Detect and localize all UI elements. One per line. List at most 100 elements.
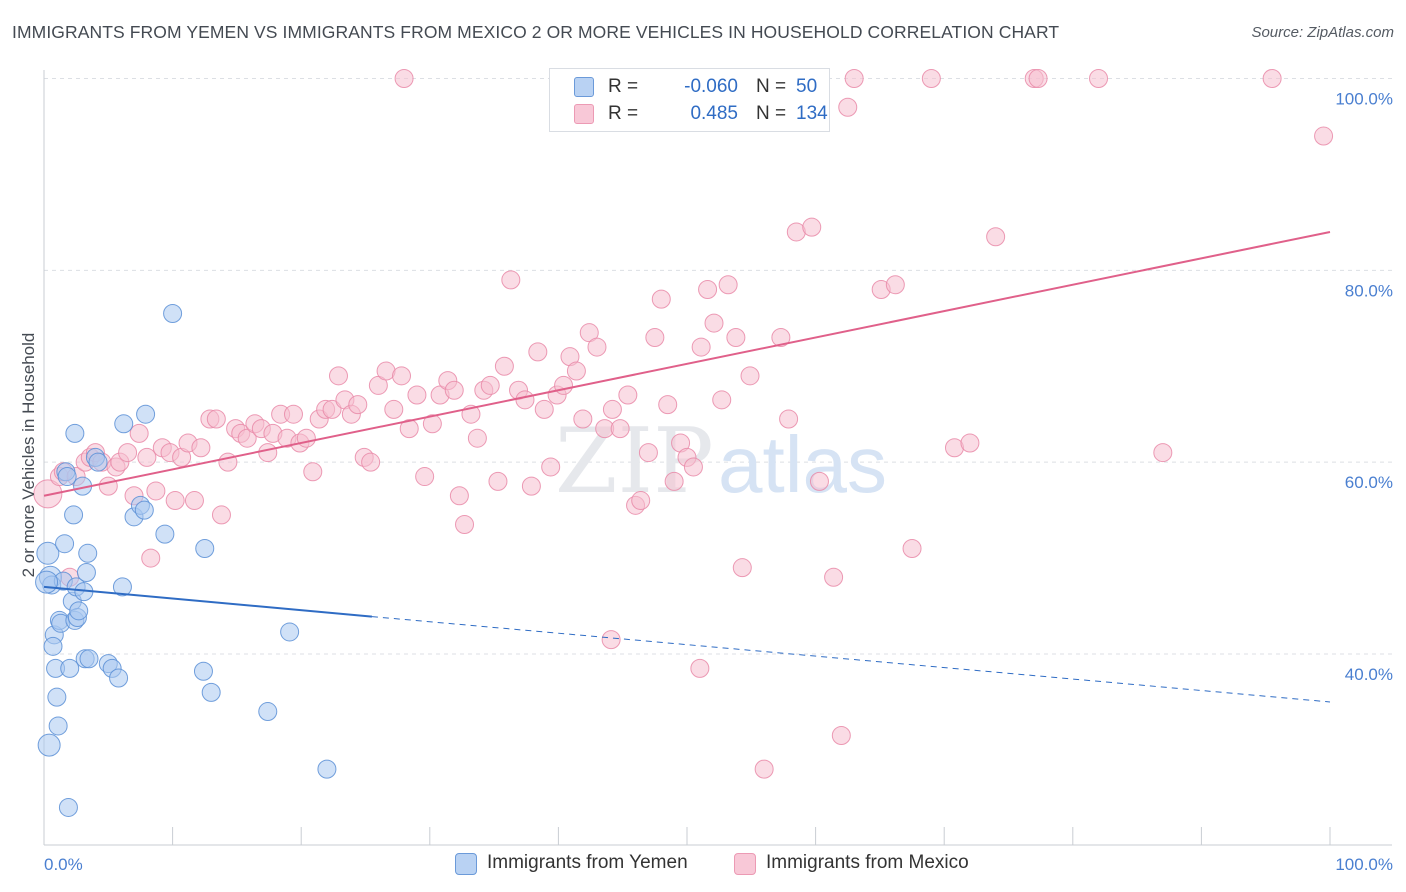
mexico-point bbox=[602, 399, 622, 419]
mexico-point bbox=[683, 457, 703, 477]
yemen-point bbox=[43, 636, 63, 656]
x-tick-label: 100.0% bbox=[1335, 855, 1393, 874]
mexico-point bbox=[129, 423, 149, 443]
mexico-point bbox=[824, 567, 844, 587]
mexico-point bbox=[658, 395, 678, 415]
yemen-points bbox=[35, 303, 337, 817]
mexico-point bbox=[361, 452, 381, 472]
correlation-legend: R = -0.060 N = 50 R = 0.485 N = 134 bbox=[549, 68, 830, 132]
mexico-point bbox=[844, 69, 864, 88]
yemen-trend-line bbox=[43, 585, 373, 618]
y-tick-label: 100.0% bbox=[1335, 90, 1393, 109]
mexico-point bbox=[384, 399, 404, 419]
mexico-point bbox=[698, 280, 718, 300]
mexico-point bbox=[809, 471, 829, 491]
mexico-point bbox=[467, 428, 487, 448]
mexico-point bbox=[802, 217, 822, 237]
mexico-point bbox=[718, 275, 738, 295]
mexico-point bbox=[1089, 69, 1109, 88]
legend-n-value: 50 bbox=[796, 76, 818, 97]
mexico-point bbox=[534, 399, 554, 419]
mexico-point bbox=[573, 409, 593, 429]
mexico-point bbox=[902, 538, 922, 558]
mexico-point bbox=[283, 404, 303, 424]
mexico-point bbox=[631, 491, 651, 511]
mexico-point bbox=[601, 630, 621, 650]
legend-r-value: 0.485 bbox=[690, 103, 738, 124]
yemen-swatch bbox=[574, 77, 594, 97]
mexico-point bbox=[455, 515, 475, 535]
mexico-point bbox=[303, 462, 323, 482]
legend-n-label: N = bbox=[756, 103, 787, 124]
tick-labels: 40.0% 60.0% 80.0% 100.0% 0.0% 100.0% bbox=[44, 90, 1393, 875]
mexico-point bbox=[726, 327, 746, 347]
yemen-point bbox=[109, 668, 129, 688]
mexico-point bbox=[258, 443, 278, 463]
mexico-point bbox=[449, 486, 469, 506]
chart-title: IMMIGRANTS FROM YEMEN VS IMMIGRANTS FROM… bbox=[12, 22, 1060, 42]
mexico-point bbox=[33, 479, 63, 509]
mexico-point bbox=[328, 366, 348, 386]
y-axis-title: 2 or more Vehicles in Household bbox=[19, 333, 38, 578]
mexico-point bbox=[146, 481, 166, 501]
yemen-point bbox=[136, 404, 156, 424]
mexico-point bbox=[322, 399, 342, 419]
yemen-point bbox=[195, 538, 215, 558]
mexico-point bbox=[528, 342, 548, 362]
mexico-legend-label: Immigrants from Mexico bbox=[766, 852, 969, 873]
mexico-point bbox=[732, 558, 752, 578]
mexico-point bbox=[394, 69, 414, 88]
mexico-point bbox=[645, 327, 665, 347]
mexico-point bbox=[754, 759, 774, 779]
yemen-point bbox=[193, 661, 213, 681]
mexico-point bbox=[480, 375, 500, 395]
yemen-point bbox=[55, 534, 75, 554]
yemen-point bbox=[65, 423, 85, 443]
mexico-point bbox=[501, 270, 521, 290]
mexico-point bbox=[191, 438, 211, 458]
watermark-atlas: atlas bbox=[718, 420, 887, 509]
mexico-point bbox=[566, 361, 586, 381]
yemen-point bbox=[163, 303, 183, 323]
mexico-point bbox=[1028, 69, 1048, 88]
mexico-point bbox=[554, 375, 574, 395]
mexico-point bbox=[831, 726, 851, 746]
mexico-point bbox=[986, 227, 1006, 247]
yemen-point bbox=[64, 505, 84, 525]
yemen-legend-swatch bbox=[455, 853, 477, 875]
mexico-point bbox=[206, 409, 226, 429]
mexico-point bbox=[488, 471, 508, 491]
mexico-point bbox=[712, 390, 732, 410]
trend-lines bbox=[43, 230, 1331, 703]
mexico-point bbox=[690, 658, 710, 678]
mexico-point bbox=[541, 457, 561, 477]
mexico-point bbox=[960, 433, 980, 453]
mexico-point bbox=[587, 337, 607, 357]
mexico-point bbox=[348, 395, 368, 415]
mexico-point bbox=[651, 289, 671, 309]
mexico-swatch bbox=[574, 104, 594, 124]
mexico-point bbox=[515, 390, 535, 410]
mexico-point bbox=[296, 428, 316, 448]
mexico-point bbox=[399, 419, 419, 439]
source-attribution: Source: ZipAtlas.com bbox=[1251, 24, 1394, 41]
mexico-point bbox=[98, 476, 118, 496]
yemen-point bbox=[47, 687, 67, 707]
mexico-point bbox=[1262, 69, 1282, 88]
mexico-point bbox=[779, 409, 799, 429]
grid-lines bbox=[44, 78, 1392, 655]
yemen-point bbox=[317, 759, 337, 779]
mexico-point bbox=[184, 491, 204, 511]
yemen-point bbox=[112, 577, 132, 597]
yemen-point bbox=[36, 541, 60, 565]
mexico-point bbox=[610, 419, 630, 439]
mexico-point bbox=[165, 491, 185, 511]
yemen-point bbox=[134, 500, 154, 520]
yemen-point bbox=[76, 562, 96, 582]
mexico-point bbox=[740, 366, 760, 386]
mexico-legend-swatch bbox=[734, 853, 756, 875]
mexico-point bbox=[921, 69, 941, 88]
mexico-point bbox=[1153, 443, 1173, 463]
yemen-point bbox=[258, 702, 278, 722]
mexico-point bbox=[444, 380, 464, 400]
